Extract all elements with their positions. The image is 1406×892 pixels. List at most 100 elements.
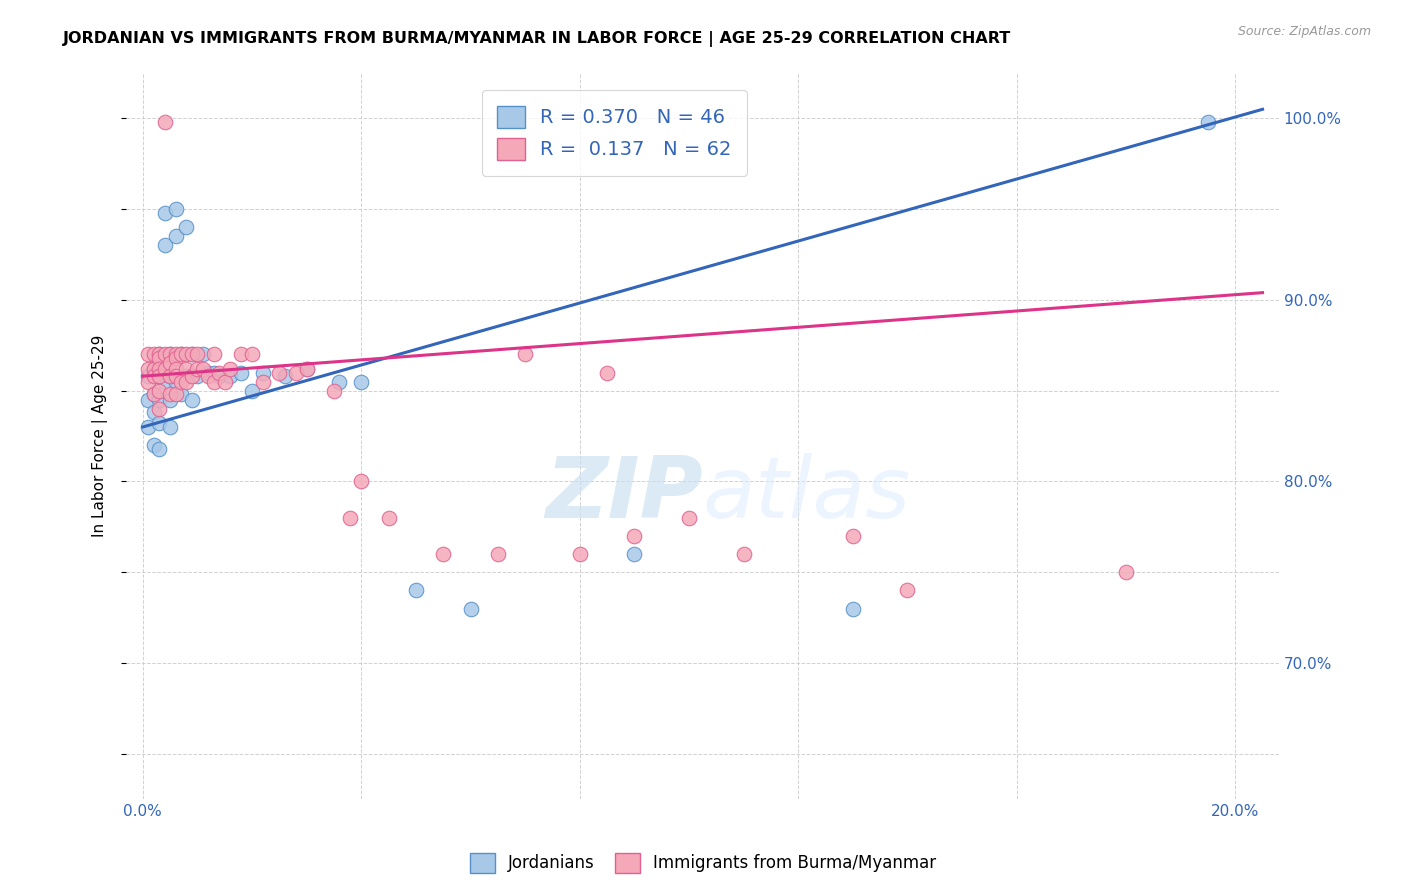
Point — [623, 547, 645, 561]
Point — [170, 387, 193, 401]
Point — [136, 392, 159, 407]
Point — [159, 369, 181, 384]
Point — [486, 547, 509, 561]
Point — [142, 362, 165, 376]
Point — [252, 375, 274, 389]
Point — [153, 362, 176, 376]
Point — [842, 529, 865, 543]
Point — [153, 115, 176, 129]
Point — [142, 362, 165, 376]
Point — [181, 347, 204, 361]
Point — [191, 362, 214, 376]
Point — [170, 347, 193, 361]
Point — [202, 375, 225, 389]
Text: Source: ZipAtlas.com: Source: ZipAtlas.com — [1237, 25, 1371, 38]
Text: JORDANIAN VS IMMIGRANTS FROM BURMA/MYANMAR IN LABOR FORCE | AGE 25-29 CORRELATIO: JORDANIAN VS IMMIGRANTS FROM BURMA/MYANM… — [63, 31, 1011, 47]
Point — [269, 366, 291, 380]
Point — [165, 347, 187, 361]
Point — [148, 347, 170, 361]
Point — [148, 362, 170, 376]
Point — [240, 347, 263, 361]
Point — [159, 369, 181, 384]
Text: atlas: atlas — [703, 452, 911, 536]
Point — [240, 384, 263, 398]
Point — [295, 362, 318, 376]
Point — [229, 347, 252, 361]
Point — [136, 369, 159, 384]
Point — [159, 347, 181, 361]
Point — [148, 384, 170, 398]
Point — [148, 351, 170, 365]
Point — [181, 369, 204, 384]
Point — [219, 369, 242, 384]
Point — [153, 347, 176, 361]
Legend: R = 0.370   N = 46, R =  0.137   N = 62: R = 0.370 N = 46, R = 0.137 N = 62 — [482, 90, 747, 176]
Point — [208, 366, 231, 380]
Point — [170, 375, 193, 389]
Point — [176, 347, 198, 361]
Point — [208, 369, 231, 384]
Point — [136, 375, 159, 389]
Point — [176, 375, 198, 389]
Legend: Jordanians, Immigrants from Burma/Myanmar: Jordanians, Immigrants from Burma/Myanma… — [463, 847, 943, 880]
Point — [165, 229, 187, 244]
Point — [142, 387, 165, 401]
Point — [678, 510, 700, 524]
Text: ZIP: ZIP — [546, 452, 703, 536]
Y-axis label: In Labor Force | Age 25-29: In Labor Force | Age 25-29 — [93, 334, 108, 537]
Point — [165, 362, 187, 376]
Point — [295, 362, 318, 376]
Point — [405, 583, 427, 598]
Point — [197, 366, 219, 380]
Point — [328, 375, 350, 389]
Point — [176, 362, 198, 376]
Point — [165, 369, 187, 384]
Point — [323, 384, 346, 398]
Point — [153, 238, 176, 252]
Point — [148, 347, 170, 361]
Point — [142, 347, 165, 361]
Point — [159, 392, 181, 407]
Point — [1197, 115, 1219, 129]
Point — [274, 369, 297, 384]
Point — [432, 547, 454, 561]
Point — [148, 442, 170, 456]
Point — [219, 362, 242, 376]
Point — [159, 356, 181, 370]
Point — [623, 529, 645, 543]
Point — [153, 375, 176, 389]
Point — [142, 405, 165, 419]
Point — [896, 583, 918, 598]
Point — [159, 347, 181, 361]
Point — [148, 417, 170, 431]
Point — [568, 547, 591, 561]
Point — [350, 375, 373, 389]
Point — [176, 369, 198, 384]
Point — [165, 387, 187, 401]
Point — [148, 392, 170, 407]
Point — [252, 366, 274, 380]
Point — [136, 420, 159, 434]
Point — [136, 347, 159, 361]
Point — [1115, 566, 1137, 580]
Point — [176, 220, 198, 235]
Point — [186, 347, 208, 361]
Point — [284, 366, 307, 380]
Point — [181, 392, 204, 407]
Point — [165, 375, 187, 389]
Point — [191, 347, 214, 361]
Point — [159, 420, 181, 434]
Point — [148, 369, 170, 384]
Point — [136, 362, 159, 376]
Point — [202, 366, 225, 380]
Point — [513, 347, 536, 361]
Point — [159, 387, 181, 401]
Point — [165, 351, 187, 365]
Point — [214, 375, 236, 389]
Point — [733, 547, 755, 561]
Point — [202, 347, 225, 361]
Point — [197, 369, 219, 384]
Point — [842, 601, 865, 615]
Point — [142, 387, 165, 401]
Point — [186, 369, 208, 384]
